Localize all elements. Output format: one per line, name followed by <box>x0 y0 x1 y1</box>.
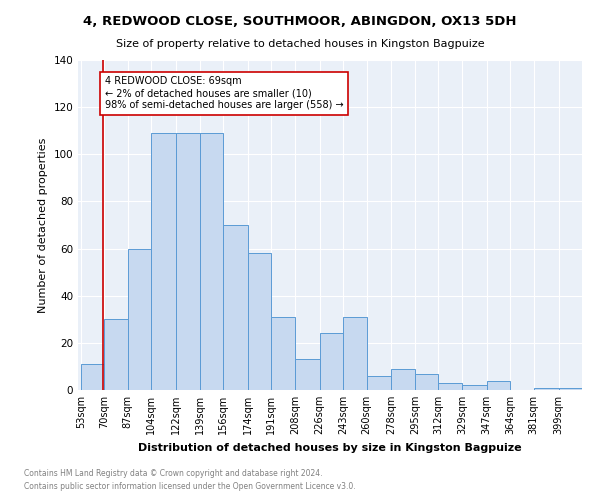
X-axis label: Distribution of detached houses by size in Kingston Bagpuize: Distribution of detached houses by size … <box>138 442 522 452</box>
Bar <box>271 317 295 390</box>
Bar <box>248 254 271 390</box>
Text: Contains public sector information licensed under the Open Government Licence v3: Contains public sector information licen… <box>24 482 356 491</box>
Bar <box>223 225 248 390</box>
Bar <box>439 383 462 390</box>
Bar <box>415 374 439 390</box>
Bar <box>200 133 223 390</box>
Bar <box>104 320 128 390</box>
Text: 4 REDWOOD CLOSE: 69sqm
← 2% of detached houses are smaller (10)
98% of semi-deta: 4 REDWOOD CLOSE: 69sqm ← 2% of detached … <box>105 76 344 110</box>
Text: 4, REDWOOD CLOSE, SOUTHMOOR, ABINGDON, OX13 5DH: 4, REDWOOD CLOSE, SOUTHMOOR, ABINGDON, O… <box>83 15 517 28</box>
Bar <box>462 386 487 390</box>
Text: Contains HM Land Registry data © Crown copyright and database right 2024.: Contains HM Land Registry data © Crown c… <box>24 468 323 477</box>
Bar <box>487 380 510 390</box>
Bar <box>176 133 200 390</box>
Bar <box>295 360 320 390</box>
Bar <box>81 364 104 390</box>
Y-axis label: Number of detached properties: Number of detached properties <box>38 138 48 312</box>
Bar <box>367 376 391 390</box>
Bar <box>391 369 415 390</box>
Bar <box>343 317 367 390</box>
Bar <box>320 334 343 390</box>
Text: Size of property relative to detached houses in Kingston Bagpuize: Size of property relative to detached ho… <box>116 39 484 49</box>
Bar <box>533 388 559 390</box>
Bar <box>128 248 151 390</box>
Bar <box>151 133 176 390</box>
Bar <box>559 388 582 390</box>
